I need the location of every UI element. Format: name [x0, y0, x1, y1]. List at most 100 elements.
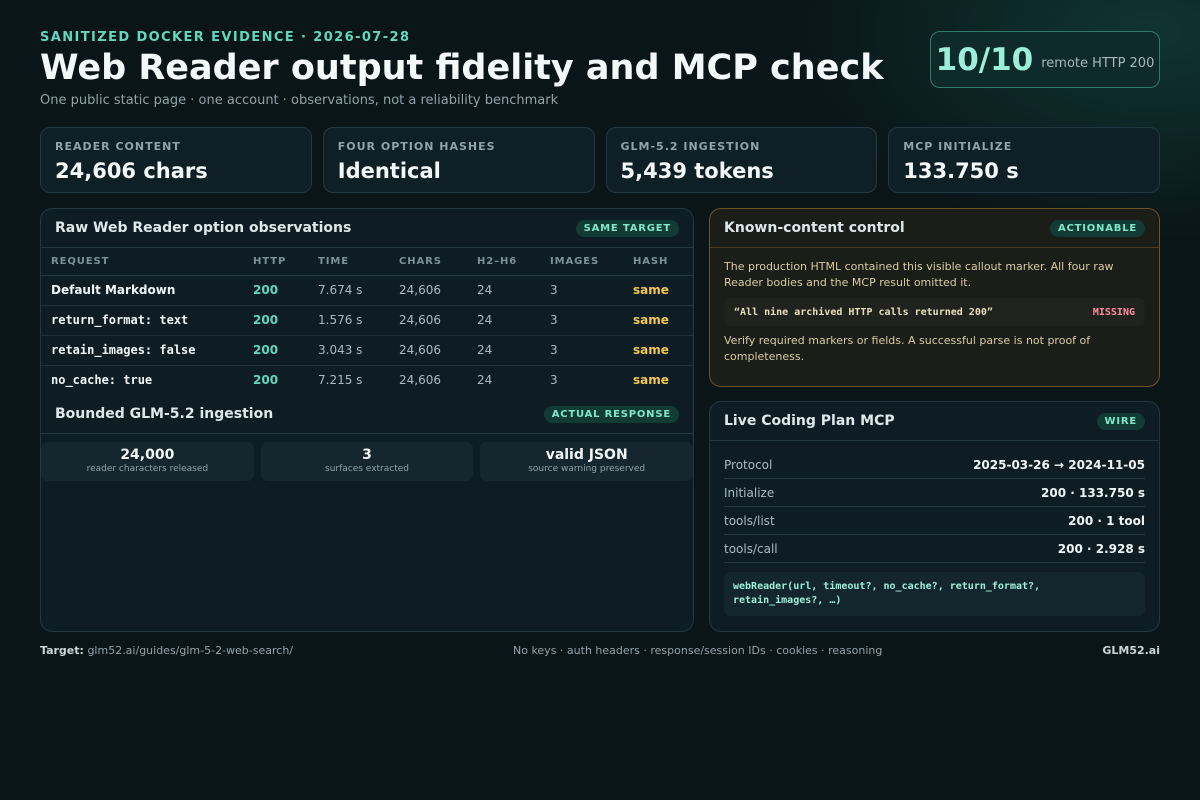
eyebrow: SANITIZED DOCKER EVIDENCE · 2026-07-28 — [40, 30, 411, 45]
score-value: 10/10 — [935, 41, 1034, 78]
status-badge: ACTIONABLE — [1049, 219, 1145, 237]
table-row: retain_images: false 200 3.043 s 24,606 … — [41, 335, 693, 366]
time-cell: 7.215 s — [318, 373, 363, 388]
stat-label: GLM-5.2 INGESTION — [620, 140, 761, 153]
mcp-row-value: 2025-03-26 → 2024-11-05 — [973, 457, 1145, 472]
mcp-row-value: 200 · 1 tool — [1068, 513, 1145, 528]
table-row: no_cache: true 200 7.215 s 24,606 24 3 s… — [41, 365, 693, 395]
images-cell: 3 — [540, 305, 623, 336]
column-header: TIME — [308, 248, 389, 276]
mcp-row-key: Initialize — [724, 485, 775, 500]
score-card: 10/10 remote HTTP 200 — [930, 31, 1160, 88]
time-cell: 7.674 s — [308, 275, 389, 306]
mcp-row-value: 200 · 2.928 s — [1057, 541, 1145, 556]
table-row: return_format: text 200 1.576 s 24,606 2… — [41, 305, 693, 336]
stat-card: FOUR OPTION HASHES Identical — [322, 127, 595, 193]
chars-cell: 24,606 — [389, 275, 467, 306]
stat-label: MCP INITIALIZE — [903, 140, 1013, 153]
ingestion-chip: 24,000 reader characters released — [41, 442, 254, 481]
hash-cell: same — [623, 275, 693, 306]
stat-card: READER CONTENT 24,606 chars — [40, 127, 312, 193]
chip-label: reader characters released — [86, 464, 209, 474]
images-cell: 3 — [550, 373, 558, 388]
mcp-row-value: 200 · 133.750 s — [1041, 485, 1145, 500]
mcp-panel: Live Coding Plan MCP WIRE Protocol 2025-… — [709, 401, 1160, 632]
status-badge: ACTUAL RESPONSE — [543, 405, 679, 423]
footer-target: Target: glm52.ai/guides/glm-5-2-web-sear… — [40, 644, 293, 657]
images-cell: 3 — [540, 335, 623, 366]
headings-cell: 24 — [467, 305, 540, 336]
mcp-row: tools/call 200 · 2.928 s — [724, 535, 1145, 563]
column-header: IMAGES — [540, 248, 623, 276]
hash-cell: same — [623, 335, 693, 366]
panel-header: Live Coding Plan MCP WIRE — [710, 402, 1159, 441]
mcp-row-key: tools/list — [724, 513, 775, 528]
stat-label: READER CONTENT — [55, 140, 181, 153]
chip-label: surfaces extracted — [325, 464, 409, 474]
http-cell: 200 — [243, 305, 308, 336]
time-cell: 3.043 s — [308, 335, 389, 366]
missing-badge: MISSING — [1092, 306, 1135, 318]
footer-target-link[interactable]: glm52.ai/guides/glm-5-2-web-search/ — [87, 644, 294, 657]
request-cell: retain_images: false — [41, 335, 243, 366]
chip-value: valid JSON — [545, 447, 628, 463]
chars-cell: 24,606 — [399, 373, 441, 388]
footer: Target: glm52.ai/guides/glm-5-2-web-sear… — [40, 644, 1160, 657]
brand-logo: GLM52.ai — [1102, 644, 1160, 657]
ingestion-chip: valid JSON source warning preserved — [480, 442, 693, 481]
mcp-row-key: Protocol — [724, 457, 773, 472]
observations-table: REQUEST HTTP TIME CHARS H2–H6 IMAGES HAS… — [41, 248, 693, 395]
panel-header: Known-content control ACTIONABLE — [710, 209, 1159, 248]
hash-cell: same — [623, 305, 693, 336]
table-header-row: REQUEST HTTP TIME CHARS H2–H6 IMAGES HAS… — [41, 248, 693, 276]
chars-cell: 24,606 — [389, 305, 467, 336]
panel-header: Raw Web Reader option observations SAME … — [41, 209, 693, 248]
known-content-advice: Verify required markers or fields. A suc… — [724, 334, 1091, 363]
marker-quote: “All nine archived HTTP calls returned 2… — [724, 298, 1145, 326]
chip-value: 24,000 — [120, 447, 175, 463]
mcp-row: Initialize 200 · 133.750 s — [724, 479, 1145, 507]
panel-title: Live Coding Plan MCP — [724, 413, 895, 429]
page-title: Web Reader output fidelity and MCP check — [40, 48, 884, 88]
request-cell: Default Markdown — [41, 275, 243, 306]
footer-note: No keys · auth headers · response/sessio… — [512, 644, 883, 657]
column-header: HTTP — [243, 248, 308, 276]
mcp-row: tools/list 200 · 1 tool — [724, 507, 1145, 535]
images-cell: 3 — [540, 275, 623, 306]
stat-card: MCP INITIALIZE 133.750 s — [888, 127, 1160, 193]
mcp-row: Protocol 2025-03-26 → 2024-11-05 — [724, 451, 1145, 479]
stat-value: 5,439 tokens — [620, 159, 774, 183]
ingestion-header: Bounded GLM-5.2 ingestion ACTUAL RESPONS… — [41, 395, 693, 434]
page-subtitle: One public static page · one account · o… — [40, 93, 559, 108]
column-header: H2–H6 — [467, 248, 540, 276]
chars-cell: 24,606 — [389, 335, 467, 366]
table-row: Default Markdown 200 7.674 s 24,606 24 3… — [41, 275, 693, 306]
known-content-panel: Known-content control ACTIONABLE The pro… — [709, 208, 1160, 387]
headings-cell: 24 — [467, 275, 540, 306]
panel-title: Bounded GLM-5.2 ingestion — [55, 406, 274, 422]
status-badge: SAME TARGET — [575, 219, 679, 237]
column-header: CHARS — [389, 248, 467, 276]
tool-signature: webReader(url, timeout?, no_cache?, retu… — [724, 572, 1145, 616]
mcp-row-key: tools/call — [724, 541, 778, 556]
stat-value: Identical — [337, 159, 441, 183]
status-badge: WIRE — [1096, 412, 1145, 430]
stats-row: READER CONTENT 24,606 chars FOUR OPTION … — [40, 127, 1160, 193]
stat-value: 133.750 s — [903, 159, 1019, 183]
request-cell: no_cache: true — [51, 373, 153, 388]
headings-cell: 24 — [467, 335, 540, 366]
column-header: REQUEST — [41, 248, 243, 276]
http-cell: 200 — [243, 275, 308, 306]
chip-value: 3 — [362, 447, 372, 463]
http-cell: 200 — [253, 373, 279, 388]
known-content-description: The production HTML contained this visib… — [724, 260, 1114, 289]
score-label: remote HTTP 200 — [1041, 56, 1155, 71]
marker-quote-text: “All nine archived HTTP calls returned 2… — [734, 306, 993, 318]
stat-card: GLM-5.2 INGESTION 5,439 tokens — [605, 127, 878, 193]
request-cell: return_format: text — [41, 305, 243, 336]
ingestion-chip: 3 surfaces extracted — [260, 442, 474, 481]
raw-observations-panel: Raw Web Reader option observations SAME … — [40, 208, 694, 632]
stat-label: FOUR OPTION HASHES — [337, 140, 496, 153]
http-cell: 200 — [243, 335, 308, 366]
chip-label: source warning preserved — [528, 464, 646, 474]
